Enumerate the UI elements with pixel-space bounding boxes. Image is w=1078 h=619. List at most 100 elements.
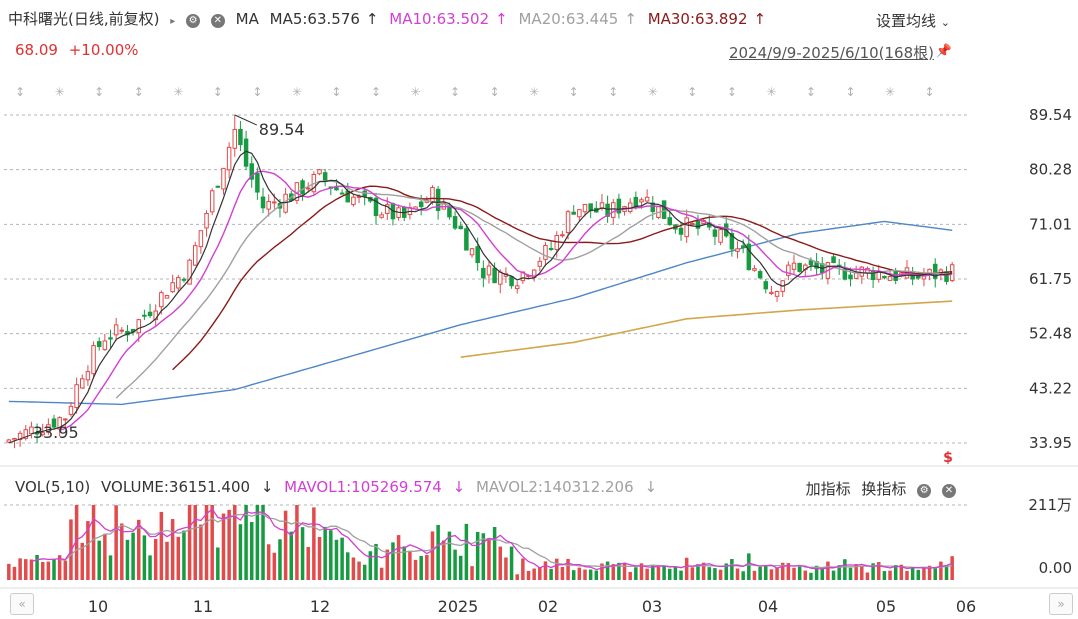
volume-bar (396, 535, 401, 580)
signal-marker-icon: ↕ (845, 85, 855, 99)
volume-bar (549, 568, 553, 580)
close-icon[interactable]: ✕ (210, 14, 225, 28)
candle-body (452, 216, 458, 229)
volume-bar (272, 552, 277, 580)
ma20-line (115, 180, 953, 399)
candle-body (68, 405, 74, 415)
candle-body (379, 214, 384, 218)
candle-body (80, 378, 85, 389)
volume-bar (430, 531, 435, 580)
volume-bar (385, 549, 390, 580)
volume-bar (939, 561, 943, 580)
volume-bar (803, 570, 808, 580)
x-tick-label: 05 (876, 597, 896, 616)
volume-bar (707, 567, 712, 580)
volume-bar (933, 567, 937, 580)
ma5-arrow-up-icon: ↑ (365, 10, 379, 28)
ma10-value: MA10:63.502 (389, 10, 490, 28)
volume-bar (329, 530, 333, 580)
price-tick-label: 80.28 (1029, 161, 1072, 179)
candle-body (96, 341, 102, 348)
volume-bar (221, 513, 226, 580)
volume-bar (617, 562, 621, 580)
s-marker-icon: $ (943, 450, 953, 466)
signal-marker-icon: ↕ (371, 85, 381, 99)
candle-body (712, 229, 718, 237)
add-indicator-button[interactable]: 加指标 (805, 480, 851, 498)
candle-body (334, 187, 339, 191)
volume-bar (351, 557, 356, 580)
volume-bar (86, 521, 90, 580)
candle-body (729, 232, 735, 250)
date-range[interactable]: 2024/9/9-2025/6/10(168根) (728, 44, 934, 62)
volume-bar (690, 567, 695, 580)
candle-body (610, 202, 616, 218)
mavol1-value: MAVOL1:105269.574 (284, 478, 442, 496)
candle-body (322, 172, 328, 182)
candle-body (571, 211, 576, 215)
volume-bar (193, 505, 197, 580)
signal-marker-icon: ↕ (15, 85, 25, 99)
signal-marker-icon: ↕ (134, 85, 144, 99)
candle-body (221, 167, 226, 190)
candle-body (159, 292, 164, 308)
volume-indicator-label[interactable]: VOL(5,10) (15, 478, 91, 496)
volume-bar (447, 531, 452, 580)
candle-body (142, 314, 147, 317)
volume-bar (187, 505, 192, 580)
gear-icon[interactable]: ⚙ (186, 14, 201, 28)
volume-bar (764, 565, 768, 580)
volume-bar (758, 566, 762, 580)
stock-name[interactable]: 中科曙光(日线,前复权) (8, 10, 160, 28)
volume-bar (91, 505, 96, 580)
volume-bar (792, 567, 796, 580)
candle-body (435, 188, 441, 211)
caret-right-icon[interactable]: ▸ (170, 16, 176, 27)
close-icon[interactable]: ✕ (942, 484, 956, 498)
candle-body (797, 262, 802, 272)
scroll-left-button[interactable]: « (10, 593, 34, 615)
candle-body (108, 337, 113, 340)
candle-body (164, 295, 170, 299)
candle-body (57, 417, 62, 430)
volume-bar (814, 565, 819, 580)
volume-bar (442, 540, 446, 580)
candle-body (373, 197, 379, 217)
candle-body (46, 424, 51, 433)
volume-bar (159, 511, 164, 580)
ma-settings-dropdown[interactable]: 设置均线 ⌄ (876, 10, 950, 31)
switch-indicator-button[interactable]: 换指标 (861, 480, 907, 498)
volume-bar (684, 557, 689, 580)
candle-body (272, 201, 277, 204)
volume-bar (204, 505, 209, 580)
x-tick-label: 04 (758, 597, 778, 616)
signal-marker-icon: ↕ (608, 85, 618, 99)
candle-body (447, 206, 452, 218)
volume-bar (57, 555, 62, 580)
volume-bar (278, 539, 282, 580)
volume-value: VOLUME:36151.400 (101, 478, 251, 496)
candle-body (260, 196, 266, 209)
volume-bar (662, 565, 666, 580)
signal-marker-icon: ✳ (766, 85, 776, 99)
volume-bar (882, 571, 887, 580)
volume-bar (730, 559, 734, 580)
gear-icon[interactable]: ⚙ (917, 484, 932, 498)
volume-bar (368, 551, 373, 580)
volume-bar (628, 571, 632, 580)
change-percent: +10.00% (68, 41, 139, 59)
candle-body (492, 267, 497, 284)
candle-body (735, 248, 740, 252)
scroll-right-button[interactable]: » (1049, 593, 1073, 615)
volume-bar (492, 526, 497, 580)
pin-icon[interactable]: 📌 (935, 44, 952, 59)
volume-bar (538, 567, 542, 580)
candle-body (464, 228, 469, 251)
candle-body (690, 222, 695, 225)
candle-body (192, 245, 198, 266)
volume-bar (425, 554, 429, 580)
price-tick-label: 43.22 (1029, 379, 1072, 397)
volume-bar (233, 505, 237, 580)
volume-bar (40, 561, 45, 580)
